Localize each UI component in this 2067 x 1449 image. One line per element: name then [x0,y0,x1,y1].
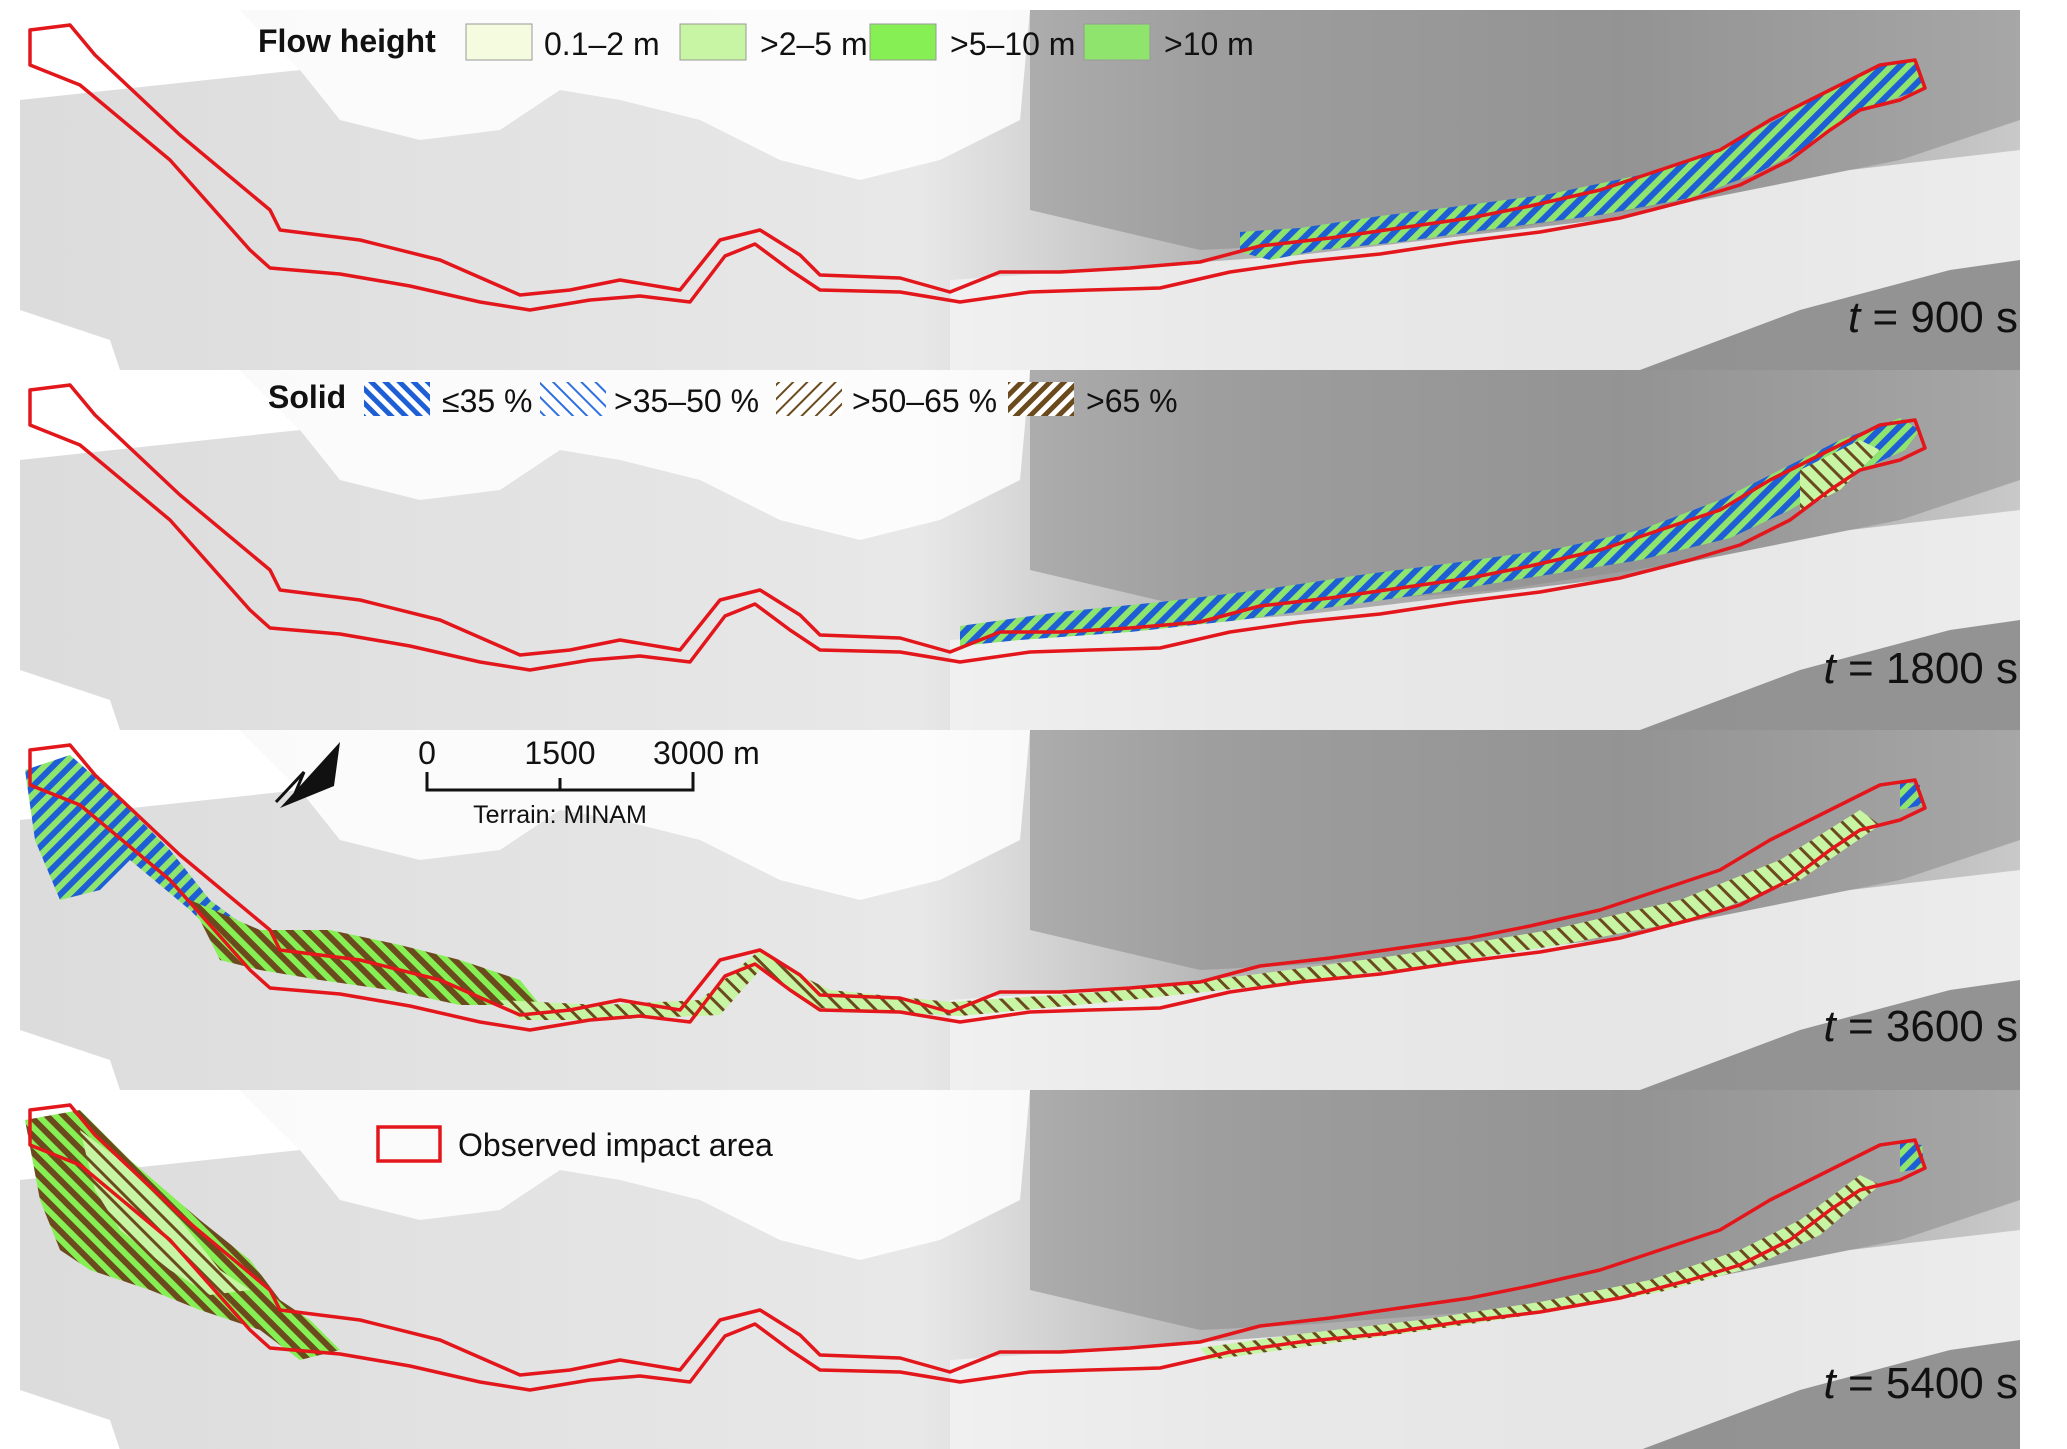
legend-item-label: >50–65 % [852,383,997,419]
legend-item-label: >10 m [1164,26,1254,62]
scale-tick-label: 0 [418,735,436,771]
time-label-p3: t = 3600 s [1824,1002,2019,1051]
scale-tick-label: 3000 m [653,735,760,771]
legend-solid-title: Solid [268,379,346,415]
legend-observed: Observed impact area [376,1125,773,1163]
svg-text:t = 3600 s: t = 3600 s [1824,1002,2019,1051]
flow-area [1200,1175,1880,1360]
panel-t5400 [20,1090,2020,1449]
legend-flow-title: Flow height [258,23,436,59]
terrain-caption: Terrain: MINAM [473,801,647,829]
legend-swatch [465,23,533,61]
flow-area [1800,440,1880,510]
time-label-p4: t = 5400 s [1824,1359,2019,1408]
time-label-p1: t = 900 s [1848,293,2018,342]
flow-area [190,900,540,1005]
north-arrow-icon [274,742,340,808]
panel-t900 [20,10,2020,370]
legend-swatch [540,382,606,416]
legend-item-label: >35–50 % [614,383,759,419]
scale-bar: 0 1500 3000 m Terrain: MINAM [418,735,760,829]
legend-swatch [679,23,747,61]
scale-tick-label: 1500 [524,735,595,771]
svg-text:t = 5400 s: t = 5400 s [1824,1359,2019,1408]
panel-t1800 [20,370,2020,730]
legend-observed-label: Observed impact area [458,1127,773,1163]
svg-text:t = 1800 s: t = 1800 s [1824,644,2019,693]
flow-area [960,418,1920,646]
legend-flow-height: Flow height 0.1–2 m >2–5 m >5–10 m >10 m [258,23,1254,62]
legend-observed-swatch [376,1125,442,1163]
legend-item-label: >5–10 m [950,26,1075,62]
legend-swatch [869,23,937,61]
legend-solid: Solid ≤35 % >35–50 % >50–65 % >65 % [268,379,1178,419]
legend-swatch [364,382,430,416]
legend-item-label: >2–5 m [760,26,868,62]
legend-item-label: 0.1–2 m [544,26,660,62]
legend-swatch [1083,23,1151,61]
time-label-p2: t = 1800 s [1824,644,2019,693]
svg-text:t = 900 s: t = 900 s [1848,293,2018,342]
legend-swatch [1008,382,1074,416]
panel-t3600 [20,730,2020,1090]
legend-item-label: >65 % [1086,383,1178,419]
flow-area [80,1130,250,1295]
legend-item-label: ≤35 % [442,383,533,419]
legend-swatch [776,382,842,416]
